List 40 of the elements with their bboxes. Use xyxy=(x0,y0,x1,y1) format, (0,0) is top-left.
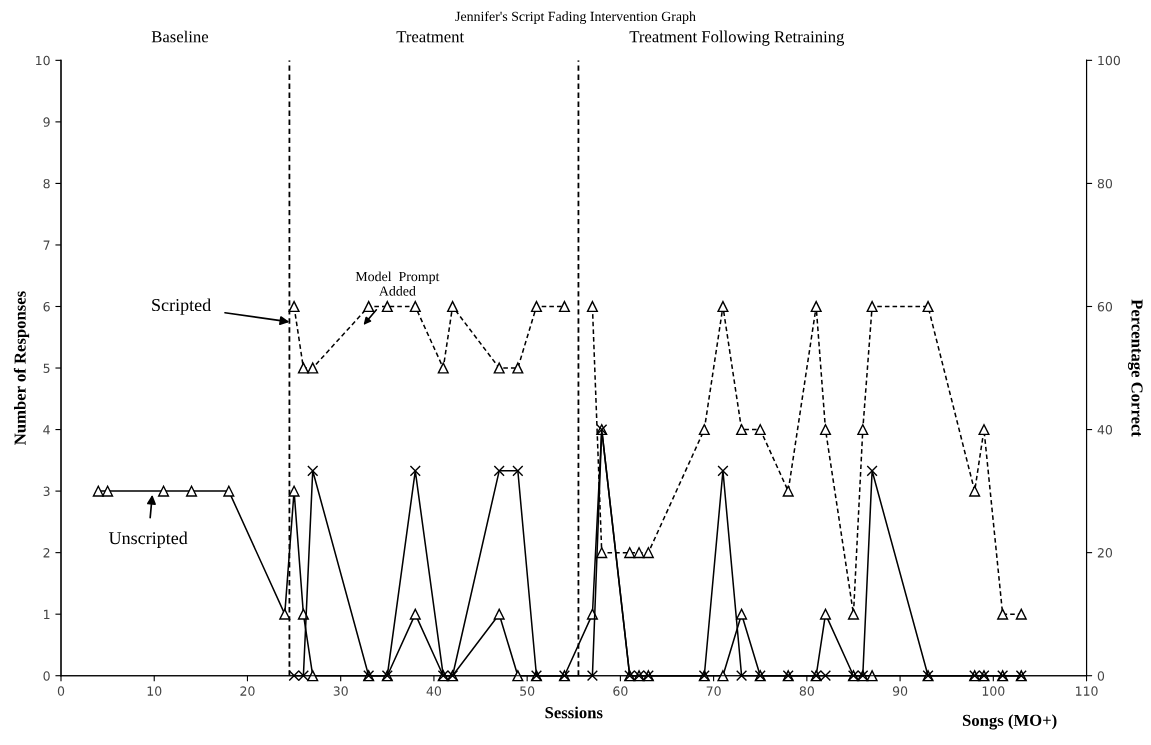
x-tick-label: 70 xyxy=(706,686,721,696)
chart-title: Jennifer's Script Fading Intervention Graph xyxy=(455,11,696,24)
text: Treatment xyxy=(396,31,465,43)
y-tick-label: 6 xyxy=(43,301,50,312)
x-tick-label: 10 xyxy=(147,686,162,696)
x-tick-label: 100 xyxy=(982,686,1005,696)
y-tick-label: 9 xyxy=(43,117,50,127)
y-axis-title: Number of Responses xyxy=(13,291,30,445)
x-axis-title: Sessions xyxy=(545,706,603,719)
annotation: Model Prompt Added xyxy=(355,271,440,296)
y-tick-label: 0 xyxy=(43,671,50,681)
x-tick-label: 50 xyxy=(520,686,535,696)
y2-axis-title: Percentage Correct xyxy=(1127,299,1143,437)
text: Baseline xyxy=(151,30,209,43)
annotation: Unscripted xyxy=(108,531,188,548)
x-tick-label: 60 xyxy=(613,686,628,696)
y2-tick-label: 20 xyxy=(1097,548,1113,558)
x-tick-label: 40 xyxy=(426,686,442,696)
x-tick-label: 80 xyxy=(799,686,814,696)
x-tick-label: 0 xyxy=(57,686,65,696)
y-tick-label: 1 xyxy=(44,609,50,619)
text: Treatment Following Retraining xyxy=(629,30,845,46)
y2-tick-label: 60 xyxy=(1097,301,1113,312)
y-tick-label: 3 xyxy=(43,486,50,497)
y-tick-label: 7 xyxy=(43,240,50,250)
y2-tick-label: 0 xyxy=(1097,671,1105,681)
y2-tick-label: 80 xyxy=(1097,178,1113,189)
x-tick-label: 20 xyxy=(240,686,255,696)
y-tick-label: 2 xyxy=(43,548,50,558)
y-tick-label: 8 xyxy=(43,178,50,189)
y-tick-label: 10 xyxy=(36,55,50,66)
annotation: Scripted xyxy=(152,298,211,315)
y2-tick-label: 40 xyxy=(1097,425,1113,435)
x-tick-label: 110 xyxy=(1075,686,1098,696)
x-tick-label: 90 xyxy=(892,686,908,696)
x-tick-label: 30 xyxy=(333,686,348,696)
y-tick-label: 4 xyxy=(43,425,50,435)
y2-tick-label: 100 xyxy=(1098,55,1120,66)
text: Songs (MO+) xyxy=(962,714,1057,730)
y-tick-label: 5 xyxy=(43,363,50,373)
